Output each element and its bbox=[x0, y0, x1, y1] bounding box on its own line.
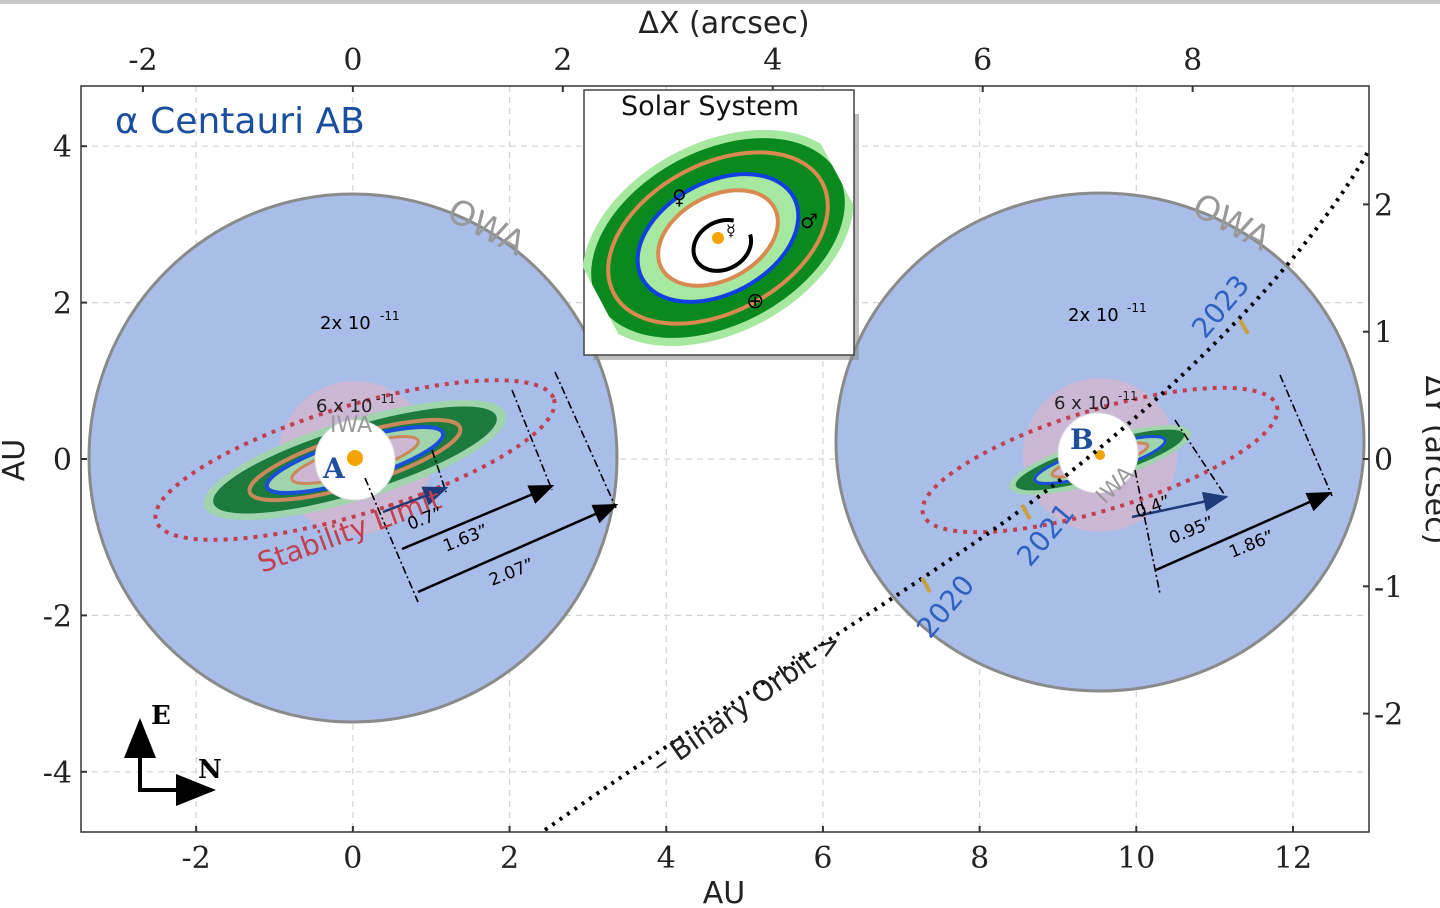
right-tick-label: 0 bbox=[1374, 443, 1393, 478]
planet-symbol: ⊕ bbox=[746, 289, 764, 314]
star-dot bbox=[347, 450, 363, 466]
x-tick-label: 12 bbox=[1274, 841, 1312, 876]
right-tick-label: 1 bbox=[1374, 316, 1393, 351]
top-bar bbox=[0, 0, 1440, 4]
star-label: B bbox=[1070, 423, 1094, 456]
x-tick-label: 6 bbox=[813, 841, 832, 876]
contrast-label: 2x 10 bbox=[1068, 305, 1119, 326]
planet-symbol: ♂ bbox=[800, 209, 818, 233]
y-tick-label: 0 bbox=[53, 443, 72, 478]
sun bbox=[712, 232, 724, 244]
inset-title: Solar System bbox=[621, 91, 799, 122]
contrast-exponent: -11 bbox=[1118, 389, 1138, 403]
right-tick-label: -2 bbox=[1374, 698, 1403, 733]
planet-symbol: ♀ bbox=[672, 185, 687, 209]
x-tick-label: -2 bbox=[182, 841, 211, 876]
top-tick-label: 2 bbox=[553, 43, 572, 78]
compass-label: E bbox=[151, 701, 171, 731]
contrast-label: 6 x 10 bbox=[1054, 393, 1110, 414]
x-tick-label: 4 bbox=[657, 841, 676, 876]
contrast-label: 2x 10 bbox=[320, 313, 371, 334]
bottom-axis-title: AU bbox=[703, 876, 745, 908]
star-dot bbox=[1095, 450, 1105, 460]
right-tick-label: -1 bbox=[1374, 570, 1403, 605]
y-tick-label: 4 bbox=[53, 130, 72, 165]
x-tick-label: 8 bbox=[970, 841, 989, 876]
x-tick-label: 10 bbox=[1117, 841, 1155, 876]
top-axis-title: ΔX (arcsec) bbox=[638, 6, 809, 41]
x-tick-label: 2 bbox=[500, 841, 519, 876]
contrast-exponent: -11 bbox=[1127, 301, 1147, 315]
figure: -2024681012-4-2024-202468-2-1012 α Centa… bbox=[0, 0, 1440, 908]
x-tick-label: 0 bbox=[343, 841, 362, 876]
right-tick-label: 2 bbox=[1374, 188, 1393, 223]
title: α Centauri AB bbox=[115, 101, 365, 142]
planet-symbol: ☿ bbox=[726, 221, 736, 240]
y-tick-label: 2 bbox=[53, 287, 72, 322]
compass-label: N bbox=[198, 755, 222, 785]
right-axis-title: ΔY (arcsec) bbox=[1418, 376, 1440, 545]
orbit-label: – Binary Orbit > bbox=[645, 625, 848, 781]
y-tick-label: -4 bbox=[43, 756, 72, 791]
top-tick-label: 8 bbox=[1183, 43, 1202, 78]
top-tick-label: 4 bbox=[763, 43, 782, 78]
iwa-label: IWA bbox=[330, 413, 372, 438]
top-tick-label: -2 bbox=[128, 43, 157, 78]
left-axis-title: AU bbox=[0, 439, 32, 481]
y-tick-label: -2 bbox=[43, 599, 72, 634]
top-tick-label: 6 bbox=[973, 43, 992, 78]
top-tick-label: 0 bbox=[343, 43, 362, 78]
star-label: A bbox=[322, 452, 346, 485]
contrast-exponent: -11 bbox=[376, 392, 396, 406]
page: {"title": "α Centauri AB", "axes": { "bo… bbox=[0, 0, 1440, 908]
contrast-exponent: -11 bbox=[380, 309, 400, 323]
